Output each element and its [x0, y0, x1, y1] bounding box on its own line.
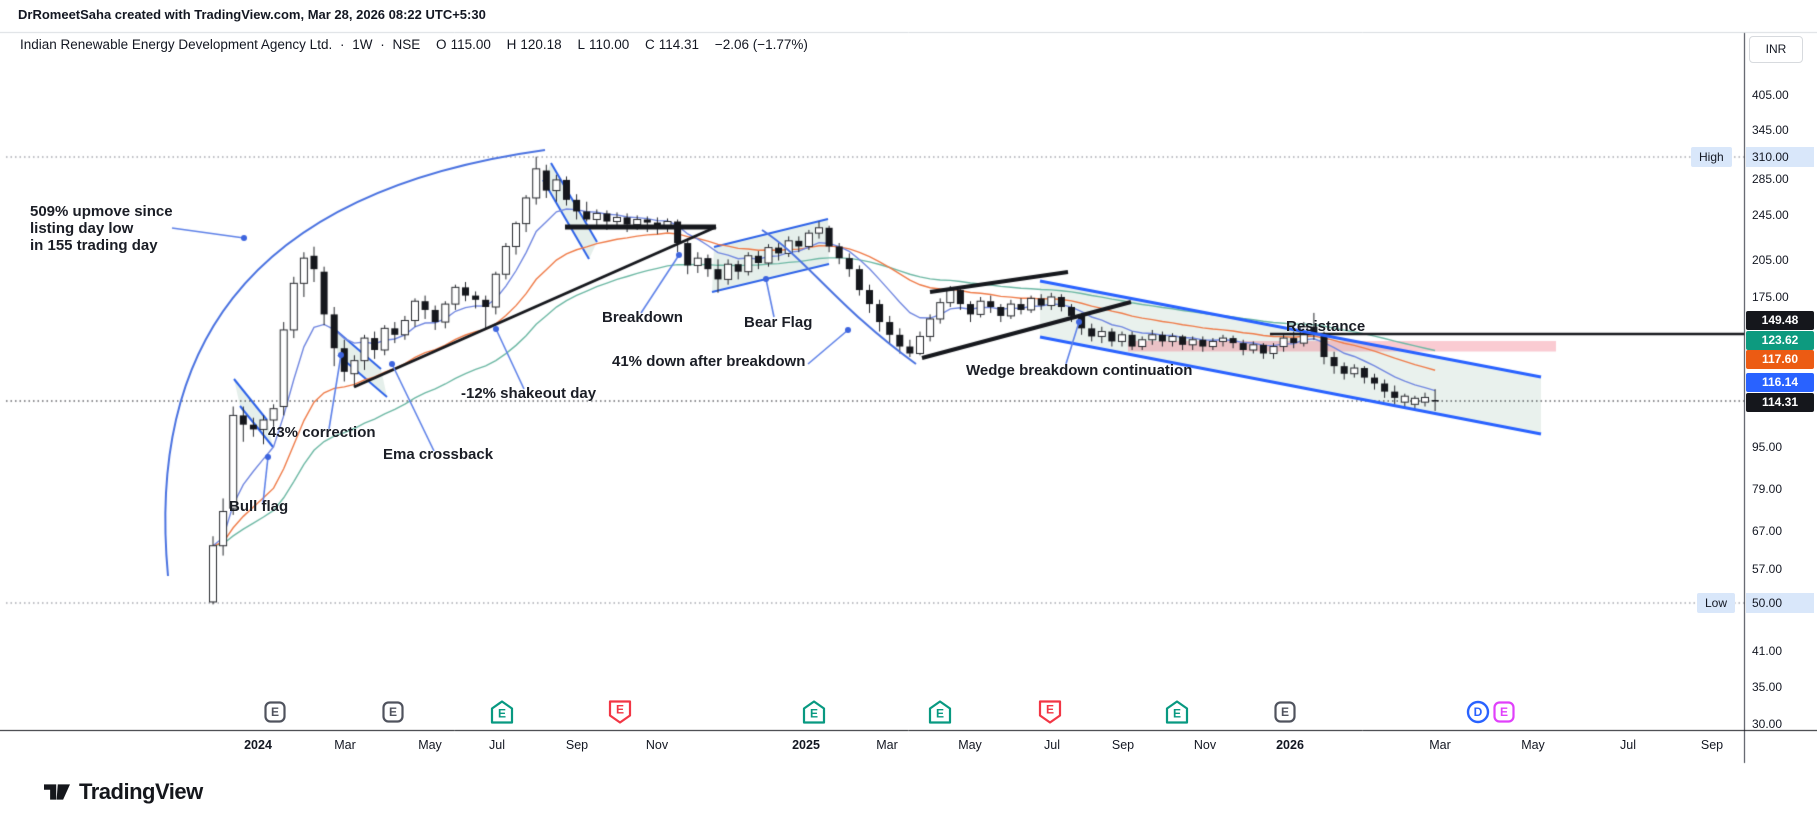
svg-text:E: E — [810, 707, 818, 721]
time-label-Jul: Jul — [1620, 738, 1636, 752]
ohlc-high-value: 120.18 — [520, 37, 562, 52]
time-label-2026: 2026 — [1276, 738, 1304, 752]
annotation-bull-flag[interactable]: Bull flag — [229, 498, 289, 515]
ohlc-low-key: L — [577, 37, 585, 52]
tradingview-logo-icon — [44, 784, 70, 800]
ohlc-open-value: 115.00 — [450, 37, 491, 52]
price-badge-123.62: 123.62 — [1746, 330, 1814, 350]
price-tick-345.00: 345.00 — [1752, 123, 1789, 137]
annotation-wedge-breakdown[interactable]: Wedge breakdown continuation — [966, 362, 1193, 379]
time-label-2024: 2024 — [244, 738, 272, 752]
time-label-May: May — [1521, 738, 1545, 752]
svg-text:E: E — [1500, 705, 1508, 719]
separator-dot: · — [380, 37, 385, 52]
symbol-info-bar[interactable]: Indian Renewable Energy Development Agen… — [20, 37, 812, 52]
svg-text:E: E — [271, 705, 279, 719]
svg-text:D: D — [1474, 705, 1483, 719]
earnings-badge-E[interactable]: E — [263, 700, 287, 724]
tradingview-logo: TradingView — [44, 779, 203, 805]
earnings-badge-D[interactable]: D — [1466, 700, 1490, 724]
earnings-badge-E[interactable]: E — [1165, 700, 1189, 724]
low-marker-value: 50.00 — [1746, 593, 1814, 613]
time-label-May: May — [958, 738, 982, 752]
earnings-badge-E[interactable]: E — [1038, 700, 1062, 724]
time-label-Jul: Jul — [1044, 738, 1060, 752]
credit-line: DrRomeetSaha created with TradingView.co… — [18, 7, 486, 22]
price-tick-245.00: 245.00 — [1752, 208, 1789, 222]
earnings-badge-E[interactable]: E — [608, 700, 632, 724]
time-label-Mar: Mar — [876, 738, 898, 752]
ohlc-open-key: O — [436, 37, 447, 52]
price-tick-57.00: 57.00 — [1752, 562, 1783, 576]
price-badge-116.14: 116.14 — [1746, 372, 1814, 392]
time-label-Mar: Mar — [334, 738, 356, 752]
high-marker-value: 310.00 — [1746, 147, 1814, 167]
annotation-upmove[interactable]: 509% upmove since listing day low in 155… — [30, 203, 173, 254]
price-tick-30.00: 30.00 — [1752, 717, 1783, 731]
separator-dot: · — [339, 37, 345, 52]
time-label-Sep: Sep — [565, 738, 589, 752]
time-label-Sep: Sep — [1700, 738, 1724, 752]
earnings-badge-E[interactable]: E — [381, 700, 405, 724]
svg-text:E: E — [1046, 703, 1054, 717]
earnings-badge-E[interactable]: E — [928, 700, 952, 724]
earnings-badge-E[interactable]: E — [1492, 700, 1516, 724]
high-marker-tag: High — [1691, 147, 1732, 167]
annotation-down-41[interactable]: 41% down after breakdown — [612, 353, 806, 370]
timeframe-label[interactable]: 1W — [352, 37, 373, 52]
svg-text:E: E — [936, 707, 944, 721]
annotation-bear-flag[interactable]: Bear Flag — [744, 314, 813, 331]
annotation-breakdown[interactable]: Breakdown — [602, 309, 683, 326]
ohlc-low-value: 110.00 — [588, 37, 630, 52]
currency-button[interactable]: INR — [1749, 36, 1803, 63]
price-tick-175.00: 175.00 — [1752, 290, 1789, 304]
price-badge-117.60: 117.60 — [1746, 349, 1814, 369]
earnings-badge-E[interactable]: E — [802, 700, 826, 724]
annotation-resistance[interactable]: Resistance — [1286, 318, 1366, 335]
price-tick-79.00: 79.00 — [1752, 482, 1783, 496]
earnings-badge-E[interactable]: E — [490, 700, 514, 724]
svg-text:E: E — [389, 705, 397, 719]
price-tick-67.00: 67.00 — [1752, 524, 1783, 538]
price-tick-205.00: 205.00 — [1752, 253, 1789, 267]
time-label-Mar: Mar — [1429, 738, 1451, 752]
time-label-Nov: Nov — [645, 738, 669, 752]
change-value: −2.06 (−1.77%) — [714, 37, 808, 52]
time-label-2025: 2025 — [792, 738, 820, 752]
price-tick-405.00: 405.00 — [1752, 88, 1789, 102]
ohlc-close-value: 114.31 — [658, 37, 700, 52]
time-label-Jul: Jul — [489, 738, 505, 752]
annotation-ema-crossback[interactable]: Ema crossback — [383, 446, 494, 463]
price-tick-35.00: 35.00 — [1752, 680, 1783, 694]
price-tick-285.00: 285.00 — [1752, 172, 1789, 186]
time-label-May: May — [418, 738, 442, 752]
exchange-label: NSE — [392, 37, 421, 52]
svg-text:E: E — [498, 707, 506, 721]
price-badge-149.48: 149.48 — [1746, 310, 1814, 330]
svg-text:E: E — [616, 703, 624, 717]
low-marker-tag: Low — [1697, 593, 1736, 613]
svg-text:E: E — [1173, 707, 1181, 721]
price-tick-95.00: 95.00 — [1752, 440, 1783, 454]
symbol-name[interactable]: Indian Renewable Energy Development Agen… — [20, 37, 333, 52]
price-tick-41.00: 41.00 — [1752, 644, 1783, 658]
earnings-badge-E[interactable]: E — [1273, 700, 1297, 724]
svg-text:E: E — [1281, 705, 1289, 719]
ohlc-high-key: H — [506, 37, 517, 52]
ohlc-close-key: C — [645, 37, 655, 52]
annotation-correction[interactable]: 43% correction — [268, 424, 376, 441]
annotation-shakeout[interactable]: -12% shakeout day — [461, 385, 597, 402]
price-badge-114.31: 114.31 — [1746, 392, 1814, 412]
time-label-Sep: Sep — [1111, 738, 1135, 752]
tradingview-logo-text: TradingView — [79, 779, 203, 804]
chart-canvas[interactable] — [0, 0, 1817, 770]
time-label-Nov: Nov — [1193, 738, 1217, 752]
